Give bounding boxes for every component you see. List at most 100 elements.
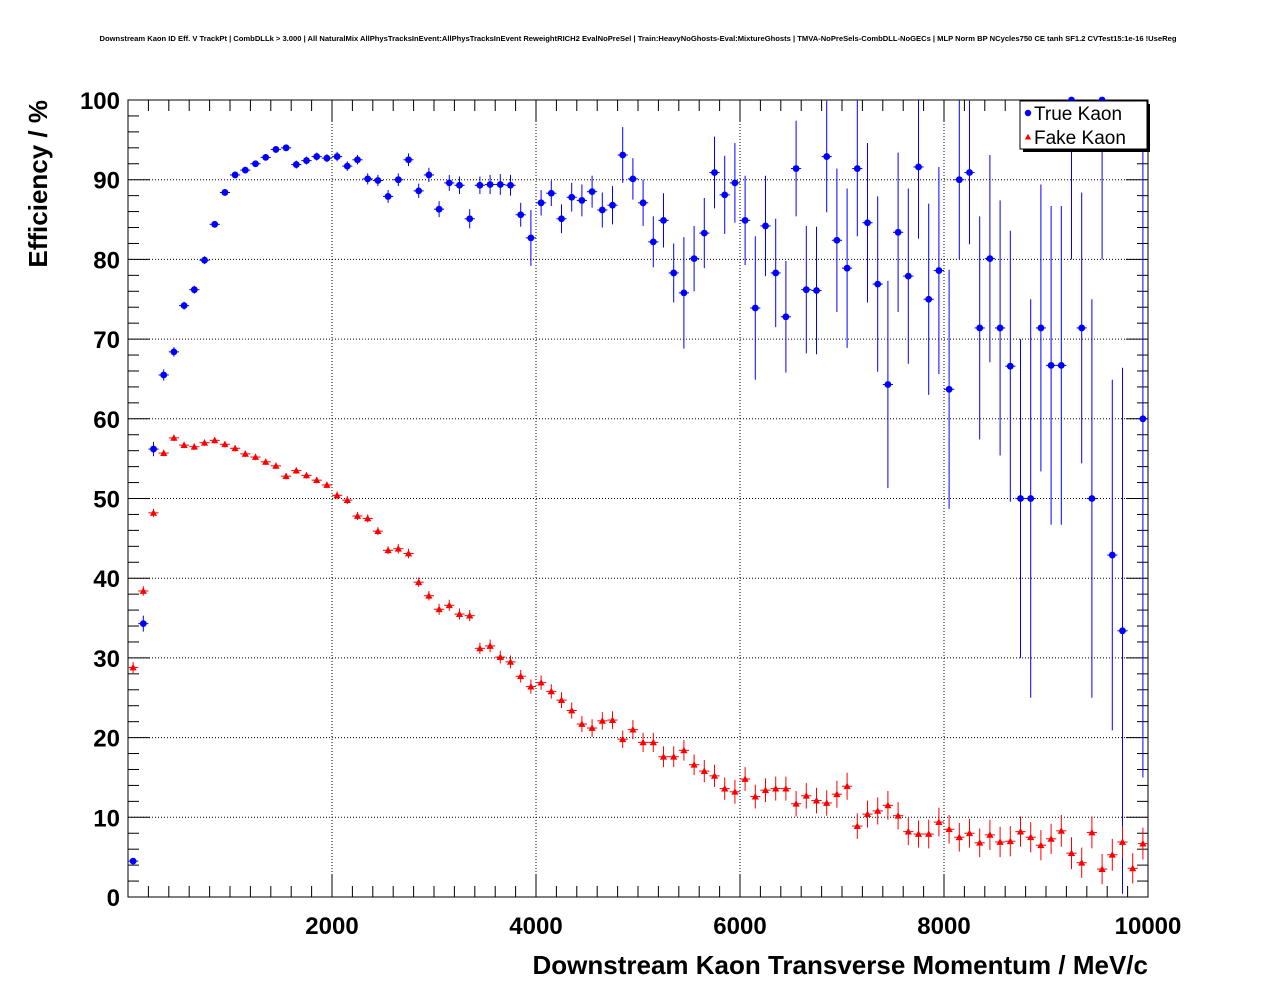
data-point [272,462,280,469]
data-point [802,286,810,294]
data-point [700,767,708,774]
data-point [894,228,902,236]
data-point [405,156,412,164]
data-point [486,181,494,188]
data-point [935,267,943,274]
x-tick-label: 2000 [305,913,358,940]
data-point [139,620,147,628]
data-point [1088,828,1096,836]
y-axis-title: Efficiency / % [23,100,53,268]
data-point [537,199,545,207]
data-point [507,181,514,189]
data-point [925,830,933,837]
data-point [568,193,576,201]
data-point [772,269,780,277]
data-point [1067,849,1076,857]
data-point [639,738,647,746]
data-point [884,801,892,809]
data-point [782,785,790,792]
data-point [833,790,841,798]
data-point [262,153,270,161]
data-point [629,175,637,183]
data-point [313,153,321,160]
y-tick-label: 30 [93,646,120,673]
data-point [812,796,821,804]
data-point [721,785,729,792]
data-point [904,272,912,280]
series-fake-kaon [128,434,1148,885]
grid-lines [128,100,1148,897]
data-point [1078,859,1086,866]
data-point [1006,837,1014,845]
data-point [1108,851,1116,858]
data-point [864,219,871,227]
data-point [262,458,270,465]
data-point [282,144,290,152]
data-point [302,471,311,479]
data-point [323,481,331,488]
data-point [772,785,780,792]
y-tick-label: 90 [93,168,120,195]
data-point [190,443,198,450]
x-tick-label: 6000 [713,913,766,940]
data-point [364,175,372,183]
data-point [741,775,749,782]
y-tick-label: 0 [107,885,120,912]
data-point [425,171,433,179]
data-point [170,434,178,441]
data-point [792,800,800,807]
data-point [762,222,769,230]
data-point [721,191,729,199]
data-point [578,197,586,204]
data-point [303,157,310,164]
data-point [231,444,239,452]
data-point [823,799,831,806]
data-point [639,199,647,207]
data-point [415,578,423,586]
data-point [945,825,953,833]
data-point [1057,827,1065,834]
data-point [160,371,168,379]
data-point [231,171,239,179]
data-point [200,439,209,446]
data-point [211,220,219,228]
data-point [710,772,719,779]
data-point [741,216,749,224]
data-point [374,527,382,535]
data-point [415,187,423,195]
y-tick-label: 80 [93,247,120,274]
data-point [629,726,637,733]
data-point [1017,495,1024,502]
data-point [1047,835,1055,842]
data-point [323,154,331,162]
data-point [445,601,453,609]
data-point [221,440,229,448]
data-point [527,234,535,242]
data-point [251,453,260,460]
data-point [211,436,219,444]
data-point [558,215,565,223]
data-point [731,788,739,795]
data-point [996,838,1004,845]
data-point [955,176,963,184]
data-point [874,807,882,814]
data-point [517,211,525,219]
data-point [833,236,841,244]
data-point [965,829,974,837]
data-point [160,449,168,456]
x-tick-label: 4000 [509,913,562,940]
data-point [568,706,576,714]
data-point [986,255,994,263]
data-point [976,324,984,332]
y-tick-label: 40 [93,566,120,593]
data-point [608,716,617,723]
data-point [1027,833,1035,841]
data-point [578,720,586,727]
data-point [547,189,555,197]
data-point [955,833,963,841]
data-point [1139,840,1147,847]
data-point [996,324,1004,332]
data-point [690,761,698,768]
data-point [823,153,831,160]
data-point [1016,828,1025,835]
